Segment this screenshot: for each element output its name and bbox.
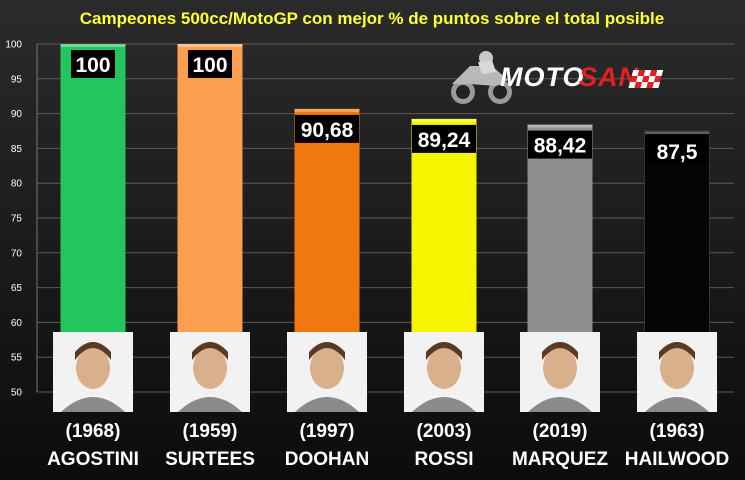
rider-portraits [53,332,717,412]
value-label: 87,5 [657,141,698,164]
shoulders-shape [295,397,359,412]
face-shape [427,347,461,389]
checker-square [637,70,646,76]
y-tick-label: 75 [11,214,23,225]
shoulders-shape [412,397,476,412]
hair-shape [75,342,111,360]
category-name-label: SURTEES [165,449,255,470]
y-axis: 50 55 60 65 70 75 80 85 90 95 100 [5,40,38,399]
face-shape [193,347,227,389]
category-year-label: (2019) [533,421,588,442]
value-label-box [412,124,476,153]
value-label: 100 [192,54,227,77]
checkered-flag-icon [628,70,664,88]
bar-highlight [411,118,477,122]
value-label: 100 [75,54,110,77]
checker-square [655,70,664,76]
y-tick-label: 90 [11,109,23,120]
y-tick-label: 60 [11,318,23,329]
category-year-label: (1959) [183,421,238,442]
y-tick-label: 80 [11,179,23,190]
category-year-label: (2003) [417,421,472,442]
rider-portrait [637,332,717,412]
category-year-label: (1997) [300,421,355,442]
category-name-label: MARQUEZ [512,449,608,470]
value-label-box [71,50,115,78]
motorcycle-rider-icon [451,51,512,104]
value-label-box [295,114,359,143]
rider-portrait [170,332,250,412]
checker-square [640,82,649,88]
shoulders-shape [528,397,592,412]
category-year-label: (1963) [650,421,705,442]
bar-highlight [644,131,710,134]
checker-square [654,76,662,82]
category-year-label: (1968) [66,421,121,442]
checker-square [646,82,655,88]
hair-shape [659,342,695,360]
chart-title: Campeones 500cc/MotoGP con mejor % de pu… [80,9,664,28]
rider-portrait [287,332,367,412]
y-tick-label: 100 [5,40,22,51]
checker-square [628,82,637,88]
value-label: 89,24 [418,129,471,152]
value-label-box [528,130,592,159]
value-label-box [645,137,709,165]
y-tick-label: 55 [11,353,23,364]
category-name-label: DOOHAN [285,449,369,470]
checker-square [634,82,643,88]
rider-portrait [404,332,484,412]
checker-square [652,82,661,88]
category-name-label: AGOSTINI [47,449,139,470]
shoulders-shape [61,397,125,412]
bar-highlight [177,44,243,47]
bar-highlight [527,124,593,128]
y-tick-label: 85 [11,144,23,155]
grid-lines [37,43,734,393]
value-label-box [188,50,232,78]
shoulders-shape [645,397,709,412]
rider-portrait [520,332,600,412]
checker-square [648,76,656,82]
checker-square [631,70,640,76]
hair-shape [309,342,345,360]
face-shape [543,347,577,389]
category-name-label: ROSSI [414,449,473,470]
hair-shape [426,342,462,360]
checker-square [630,76,638,82]
face-shape [310,347,344,389]
checker-square [643,70,652,76]
value-label: 88,42 [534,135,587,158]
motosan-logo: MOTO SAN [451,51,664,104]
category-labels: (1968) AGOSTINI (1959) SURTEES (1997) DOOHAN (… [47,421,729,470]
y-tick-label: 95 [11,74,23,85]
rider-portrait [53,332,133,412]
checker-square [636,76,644,82]
checker-square [649,70,658,76]
face-shape [660,347,694,389]
category-name-label: HAILWOOD [625,449,730,470]
hair-shape [192,342,228,360]
bar-highlight [60,44,126,47]
y-tick-label: 65 [11,283,23,294]
brand-name-part1: MOTO [500,62,585,92]
y-tick-label: 50 [11,388,23,399]
y-tick-label: 70 [11,248,23,259]
bar-highlight [294,108,360,112]
face-shape [76,347,110,389]
hair-shape [542,342,578,360]
shoulders-shape [178,397,242,412]
value-label: 90,68 [301,119,354,142]
checker-square [642,76,650,82]
brand-name-part2: SAN [579,62,639,92]
value-labels: 100 100 90,68 89,24 88,42 87,5 [71,50,709,165]
